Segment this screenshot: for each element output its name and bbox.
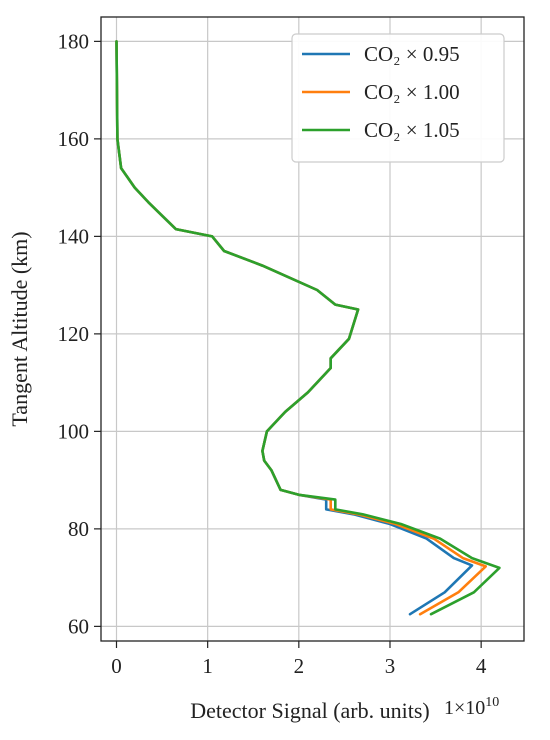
x-tick-label: 0 <box>111 654 122 678</box>
legend: CO₂ × 0.95 CO₂ × 1.00 CO₂ × 1.05 <box>291 33 505 163</box>
legend-entry-label: CO₂ × 0.95 <box>364 42 460 66</box>
x-tick-label: 1 <box>202 654 213 678</box>
series-lines <box>115 40 501 616</box>
legend-entry-label: CO₂ × 1.00 <box>364 80 460 104</box>
axis-ticks: 0 1 2 3 4 60 80 100 120 140 160 180 <box>58 29 487 678</box>
y-tick-label: 120 <box>58 322 90 346</box>
y-tick-label: 100 <box>58 419 90 443</box>
y-tick-label: 80 <box>68 517 89 541</box>
x-tick-label: 4 <box>476 654 487 678</box>
x-tick-label: 3 <box>385 654 396 678</box>
x-offset-base: 1×10 <box>444 697 485 719</box>
legend-entry-label: CO₂ × 1.05 <box>364 118 460 142</box>
x-axis-offset-label: 1×1010 <box>444 695 499 719</box>
y-tick-label: 160 <box>58 127 90 151</box>
x-tick-label: 2 <box>294 654 305 678</box>
series-line-3 <box>115 40 501 616</box>
y-tick-label: 180 <box>58 29 90 53</box>
y-tick-label: 140 <box>58 224 90 248</box>
x-axis-label: Detector Signal (arb. units) <box>190 698 430 723</box>
y-axis-label: Tangent Altitude (km) <box>7 231 32 426</box>
y-tick-label: 60 <box>68 614 89 638</box>
plot-frame <box>100 16 525 642</box>
x-offset-exponent: 10 <box>485 695 499 710</box>
